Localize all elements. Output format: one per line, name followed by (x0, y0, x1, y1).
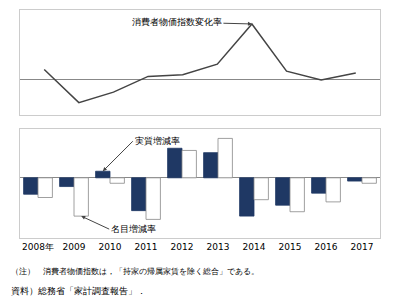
svg-text:2015: 2015 (279, 242, 302, 252)
svg-text:2016: 2016 (315, 242, 338, 252)
svg-text:2011: 2011 (135, 242, 158, 252)
svg-text:2014: 2014 (243, 242, 266, 252)
svg-text:実質増減率: 実質増減率 (135, 136, 180, 146)
svg-text:2013: 2013 (207, 242, 230, 252)
svg-text:資料）総務省「家計調査報告」．: 資料）総務省「家計調査報告」． (11, 286, 146, 296)
svg-text:2010: 2010 (99, 242, 122, 252)
svg-text:2009: 2009 (63, 242, 86, 252)
svg-text:2017: 2017 (351, 242, 374, 252)
svg-text:2012: 2012 (171, 242, 194, 252)
svg-text:名目増減率: 名目増減率 (111, 224, 156, 234)
svg-text:2008年: 2008年 (22, 242, 54, 252)
svg-text:消費者物価指数変化率: 消費者物価指数変化率 (132, 17, 222, 27)
svg-text:（注） 消費者物価指数は，「持家の帰属家賃を除く総合」である: （注） 消費者物価指数は，「持家の帰属家賃を除く総合」である。 (11, 267, 259, 276)
